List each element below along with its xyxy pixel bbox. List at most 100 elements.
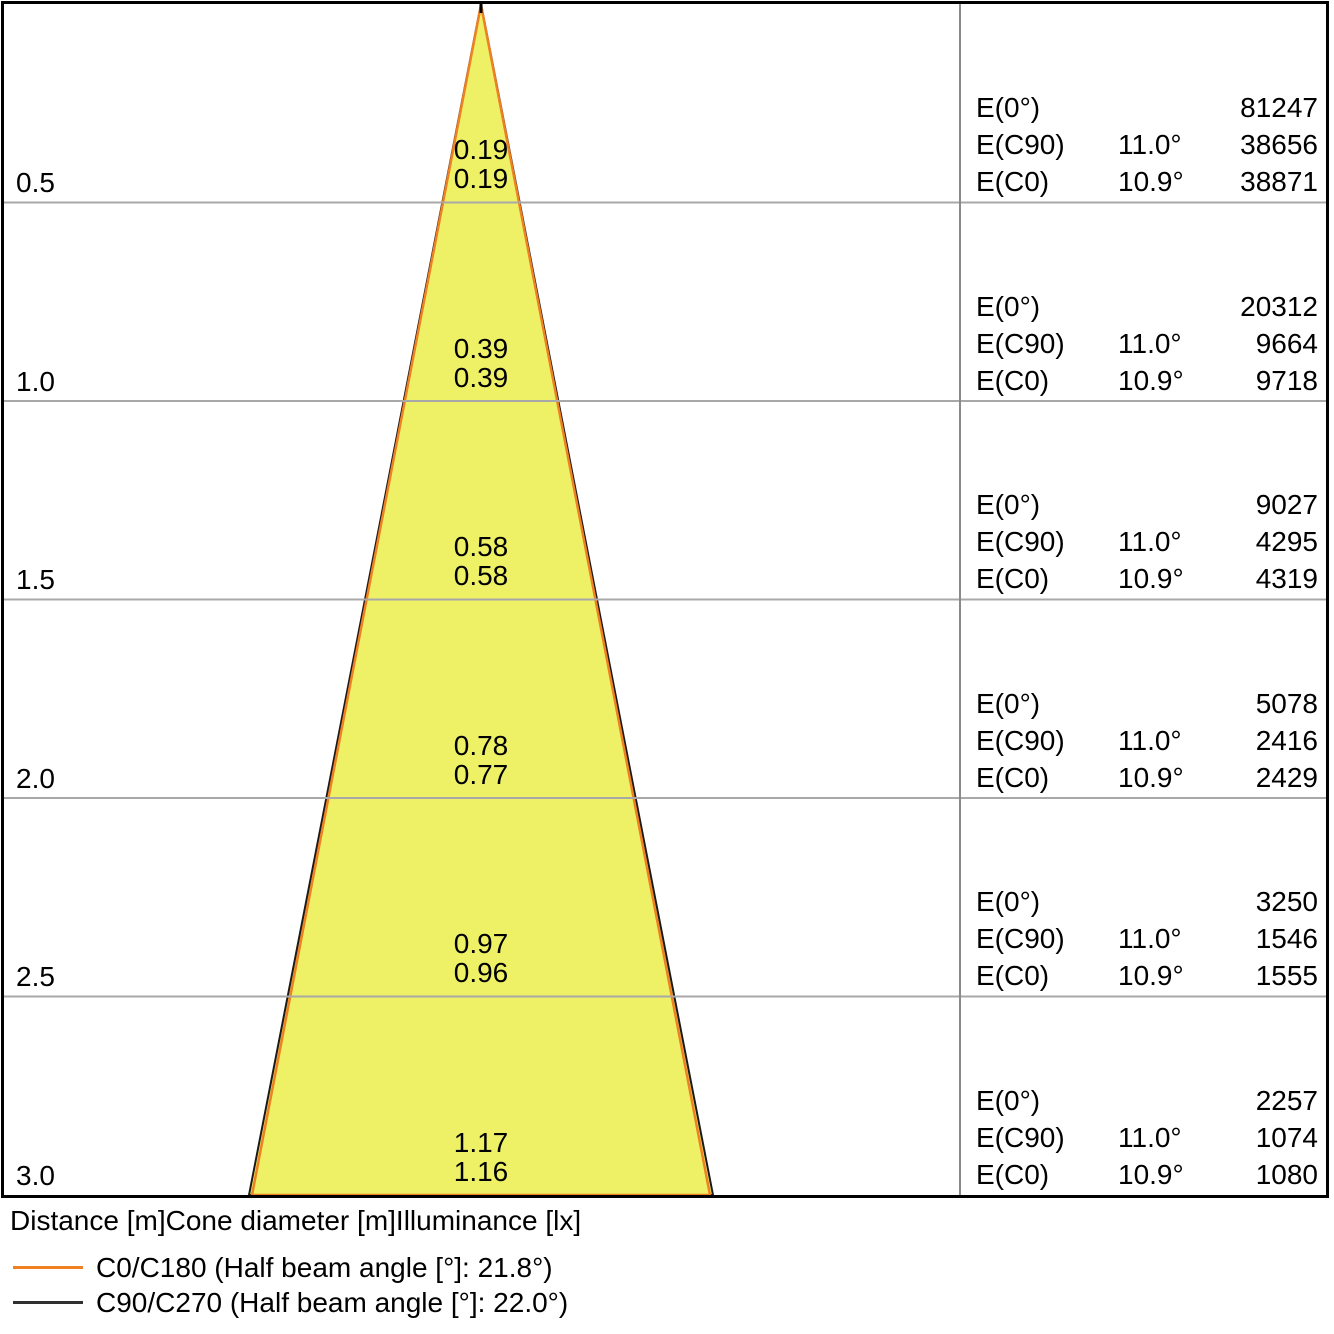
e0-value: 5078 (1255, 687, 1318, 719)
ec0-label: E(C0) (976, 761, 1050, 793)
ec0-label: E(C0) (976, 960, 1050, 991)
illuminance-table: E(0°) 20312 E(C90) 11.0° 9664 E(C0) 10.9… (960, 288, 1326, 399)
ec0-angle: 10.9° (1118, 761, 1184, 793)
illuminance-row-e0: E(0°) 5078 (960, 685, 1326, 722)
illuminance-row-ec90: E(C90) 11.0° 38656 (960, 126, 1326, 163)
cone-diameter-c90-value: 1.17 (453, 1126, 509, 1158)
illuminance-row-ec90: E(C90) 11.0° 9664 (960, 325, 1326, 362)
legend: C0/C180 (Half beam angle [°]: 21.8°) C90… (13, 1250, 568, 1320)
cone-diameter-c90-value: 0.39 (453, 332, 509, 364)
ec0-label: E(C0) (976, 563, 1050, 594)
ec0-angle: 10.9° (1118, 563, 1184, 594)
legend-entry: C90/C270 (Half beam angle [°]: 22.0°) (13, 1285, 568, 1320)
cone-diagram-row: 2.5 0.97 0.96 E(0°) 3250 E(C90) 11.0° 15… (4, 798, 1326, 996)
illuminance-row-e0: E(0°) 9027 (960, 486, 1326, 523)
ec90-label: E(C90) (976, 327, 1065, 359)
ec0-label: E(C0) (976, 1158, 1050, 1190)
distance-rows: 0.5 0.19 0.19 E(0°) 81247 E(C90) 11.0° 3… (4, 4, 1326, 1195)
illuminance-row-ec0: E(C0) 10.9° 4319 (960, 560, 1326, 597)
cone-diameter-labels: 0.58 0.58 (454, 532, 509, 590)
e0-angle (1118, 89, 1222, 126)
ec0-value: 1555 (1255, 960, 1318, 991)
illuminance-table: E(0°) 3250 E(C90) 11.0° 1546 E(C0) 10.9°… (960, 883, 1326, 994)
ec90-angle: 11.0° (1118, 923, 1182, 954)
legend-line-swatch (13, 1266, 83, 1269)
distance-label: 2.5 (16, 961, 55, 992)
ec90-value: 1074 (1255, 1121, 1318, 1153)
ec0-value: 4319 (1255, 563, 1318, 594)
legend-line-swatch (13, 1301, 83, 1304)
cone-diagram-row: 0.5 0.19 0.19 E(0°) 81247 E(C90) 11.0° 3… (4, 4, 1326, 202)
e0-angle (1118, 1082, 1222, 1119)
e0-angle (1118, 883, 1222, 920)
cone-diagram-row: 1.5 0.58 0.58 E(0°) 9027 E(C90) 11.0° 42… (4, 401, 1326, 599)
distance-label: 0.5 (16, 167, 55, 198)
ec0-value: 38871 (1240, 166, 1318, 197)
ec90-angle: 11.0° (1118, 724, 1182, 756)
illuminance-table: E(0°) 9027 E(C90) 11.0° 4295 E(C0) 10.9°… (960, 486, 1326, 597)
e0-label: E(0°) (976, 92, 1041, 123)
illuminance-row-e0: E(0°) 3250 (960, 883, 1326, 920)
illuminance-table: E(0°) 81247 E(C90) 11.0° 38656 E(C0) 10.… (960, 89, 1326, 200)
cone-diameter-c90-value: 0.78 (453, 729, 509, 761)
illuminance-row-e0: E(0°) 2257 (960, 1082, 1326, 1119)
cone-diagram-row: 3.0 1.17 1.16 E(0°) 2257 E(C90) 11.0° 10… (4, 997, 1326, 1195)
cone-diameter-labels: 0.78 0.77 (454, 731, 509, 789)
cone-diameter-labels: 0.97 0.96 (454, 929, 509, 987)
legend-entry-label: C0/C180 (Half beam angle [°]: 21.8°) (96, 1251, 553, 1283)
ec0-angle: 10.9° (1118, 1158, 1184, 1190)
cone-diameter-c0-value: 0.96 (453, 957, 509, 988)
illuminance-row-ec90: E(C90) 11.0° 1546 (960, 920, 1326, 957)
ec0-angle: 10.9° (1118, 960, 1184, 991)
e0-value: 81247 (1240, 92, 1318, 123)
cone-diameter-labels: 0.19 0.19 (454, 135, 509, 193)
illuminance-row-ec0: E(C0) 10.9° 38871 (960, 163, 1326, 200)
ec90-label: E(C90) (976, 526, 1065, 557)
ec0-angle: 10.9° (1118, 364, 1184, 396)
ec90-label: E(C90) (976, 1121, 1065, 1153)
ec0-value: 2429 (1255, 761, 1318, 793)
legend-entry-label: C90/C270 (Half beam angle [°]: 22.0°) (96, 1286, 569, 1318)
ec0-value: 9718 (1255, 364, 1318, 396)
distance-label: 3.0 (16, 1159, 55, 1191)
illuminance-row-ec0: E(C0) 10.9° 1555 (960, 957, 1326, 994)
e0-angle (1118, 685, 1222, 722)
ec90-angle: 11.0° (1118, 327, 1182, 359)
e0-angle (1118, 288, 1222, 325)
ec90-value: 2416 (1255, 724, 1318, 756)
ec90-angle: 11.0° (1118, 526, 1182, 557)
cone-chart-canvas (4, 4, 1326, 1195)
ec90-angle: 11.0° (1118, 129, 1182, 160)
ec90-label: E(C90) (976, 129, 1065, 160)
illuminance-row-e0: E(0°) 81247 (960, 89, 1326, 126)
illuminance-row-e0: E(0°) 20312 (960, 288, 1326, 325)
legend-entry: C0/C180 (Half beam angle [°]: 21.8°) (13, 1250, 568, 1285)
illuminance-table: E(0°) 2257 E(C90) 11.0° 1074 E(C0) 10.9°… (960, 1082, 1326, 1193)
cone-diameter-c0-value: 0.39 (453, 361, 509, 393)
e0-value: 2257 (1255, 1084, 1318, 1116)
axis-caption: Distance [m]Cone diameter [m]Illuminance… (10, 1205, 582, 1236)
ec90-value: 9664 (1255, 327, 1318, 359)
e0-value: 20312 (1240, 290, 1318, 322)
e0-value: 9027 (1255, 489, 1318, 520)
distance-label: 1.0 (16, 365, 55, 397)
ec90-label: E(C90) (976, 724, 1065, 756)
ec90-value: 38656 (1240, 129, 1318, 160)
e0-label: E(0°) (976, 886, 1041, 917)
cone-diameter-c90-value: 0.19 (453, 134, 509, 165)
illuminance-row-ec90: E(C90) 11.0° 1074 (960, 1119, 1326, 1156)
ec90-value: 4295 (1255, 526, 1318, 557)
illuminance-row-ec90: E(C90) 11.0° 2416 (960, 722, 1326, 759)
e0-label: E(0°) (976, 687, 1041, 719)
ec90-angle: 11.0° (1118, 1121, 1182, 1153)
illuminance-row-ec0: E(C0) 10.9° 1080 (960, 1156, 1326, 1193)
ec90-label: E(C90) (976, 923, 1065, 954)
cone-diameter-c0-value: 1.16 (453, 1155, 509, 1187)
illuminance-row-ec0: E(C0) 10.9° 2429 (960, 759, 1326, 796)
ec0-value: 1080 (1255, 1158, 1318, 1190)
e0-angle (1118, 486, 1222, 523)
cone-diameter-labels: 1.17 1.16 (454, 1128, 509, 1186)
ec0-label: E(C0) (976, 364, 1050, 396)
illuminance-table: E(0°) 5078 E(C90) 11.0° 2416 E(C0) 10.9°… (960, 685, 1326, 796)
